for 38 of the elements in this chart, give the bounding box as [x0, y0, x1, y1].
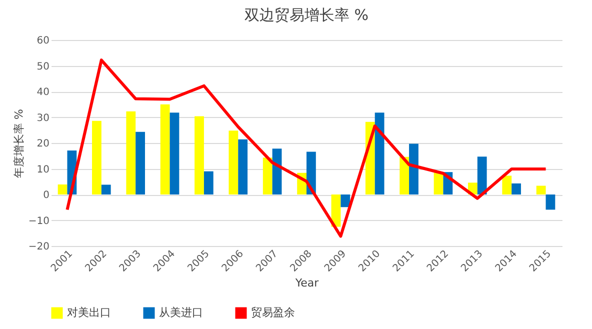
- legend-label: 贸易盈余: [251, 306, 295, 319]
- y-tick-label: 40: [36, 87, 50, 98]
- y-tick-label: 30: [36, 112, 50, 124]
- bar: [374, 112, 384, 194]
- y-tick-label: 20: [36, 138, 50, 150]
- bar: [101, 184, 111, 194]
- bar: [262, 158, 272, 194]
- bar: [400, 156, 410, 194]
- y-axis-title: 年度增长率 %: [12, 109, 26, 178]
- y-tick-label: 60: [36, 36, 50, 46]
- bar: [160, 104, 170, 194]
- bar: [204, 171, 214, 194]
- bar: [502, 176, 512, 194]
- bar: [92, 120, 102, 194]
- x-axis-title: Year: [294, 276, 320, 290]
- bar: [512, 183, 521, 194]
- bar: [434, 172, 444, 194]
- y-tick-label: −10: [28, 216, 50, 227]
- bar: [238, 139, 248, 194]
- line-series: [66, 58, 548, 238]
- bar: [136, 132, 145, 194]
- bar: [194, 116, 204, 194]
- legend-label: 从美进口: [159, 306, 203, 319]
- bar: [126, 111, 136, 194]
- y-tick-label: 50: [36, 61, 50, 72]
- bar: [170, 112, 180, 194]
- y-tick-label: 10: [36, 164, 50, 176]
- y-tick-label: 0: [43, 190, 50, 201]
- bar: [546, 194, 556, 210]
- bar: [58, 184, 68, 194]
- bar: [409, 144, 418, 194]
- bar: [477, 156, 487, 194]
- chart-title: 双边贸易增长率 %: [244, 6, 369, 24]
- bar: [228, 130, 238, 194]
- bar: [340, 194, 350, 208]
- y-tick-label: −20: [28, 242, 50, 252]
- bar: [536, 186, 546, 194]
- legend-label: 对美出口: [67, 306, 111, 319]
